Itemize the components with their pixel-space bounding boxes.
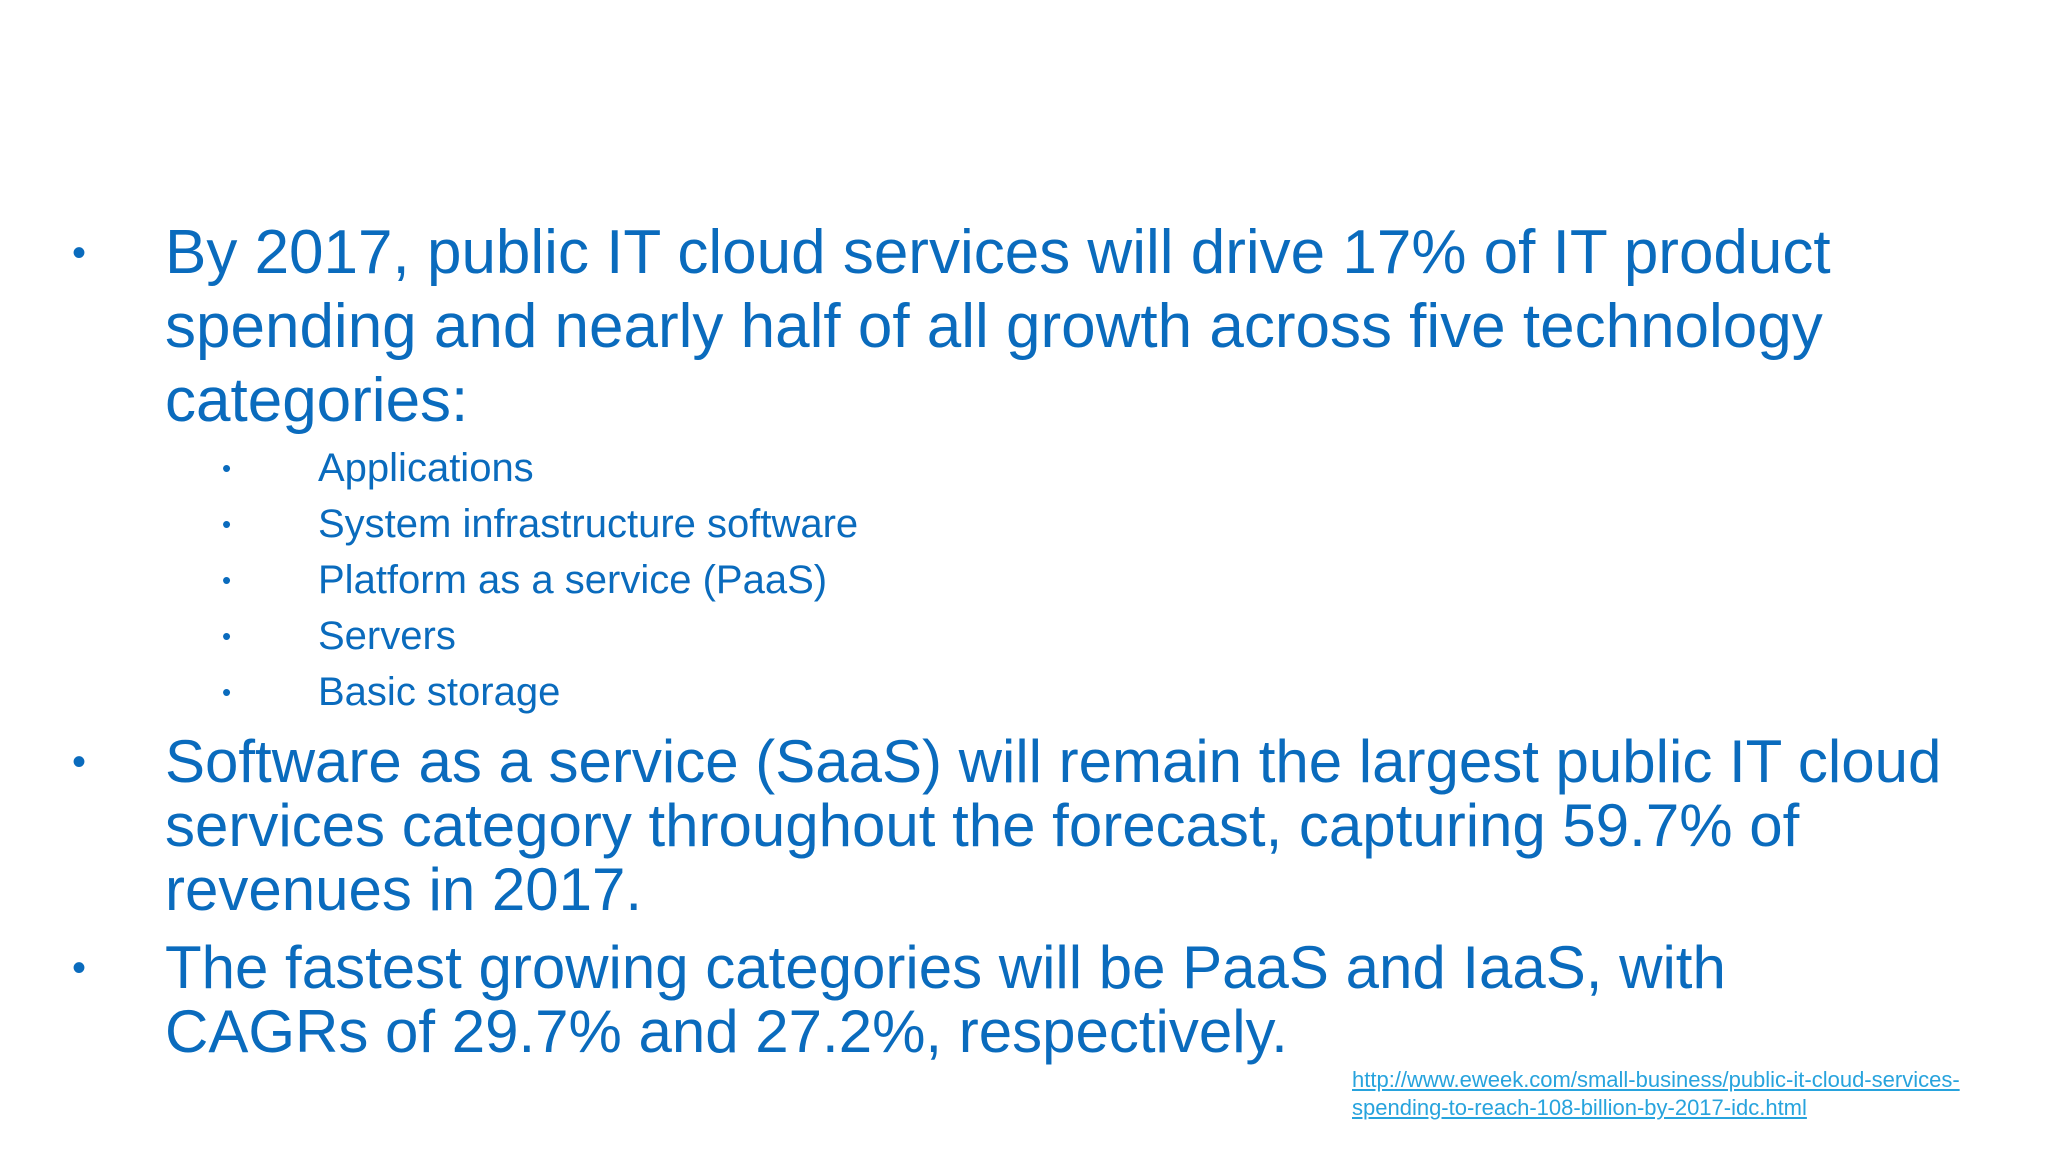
- sub-bullet-text: Servers: [318, 614, 456, 658]
- bullet-text: The fastest growing categories will be P…: [165, 934, 1726, 1065]
- source-link[interactable]: http://www.eweek.com/small-business/publ…: [1352, 1067, 1960, 1120]
- sub-bullet-text: System infrastructure software: [318, 502, 859, 546]
- sub-item-basic-storage: • Basic storage: [0, 664, 2048, 720]
- sub-item-system-infrastructure: • System infrastructure software: [0, 496, 2048, 552]
- sub-bullet-dot: •: [222, 677, 232, 707]
- bullet-text: Software as a service (SaaS) will remain…: [165, 728, 1942, 923]
- sub-item-applications: • Applications: [0, 440, 2048, 496]
- sub-bullet-dot: •: [222, 565, 232, 595]
- sub-item-servers: • Servers: [0, 608, 2048, 664]
- sub-item-paas: • Platform as a service (PaaS): [0, 552, 2048, 608]
- bullet-dot: •: [72, 231, 87, 275]
- sub-bullet-text: Basic storage: [318, 670, 561, 714]
- sub-bullet-text: Applications: [318, 446, 534, 490]
- bullet-text: By 2017, public IT cloud services will d…: [165, 218, 1831, 435]
- sub-bullet-dot: •: [222, 621, 232, 651]
- sub-bullet-text: Platform as a service (PaaS): [318, 558, 828, 602]
- bullet-dot: •: [72, 740, 87, 784]
- bullet-dot: •: [72, 946, 87, 990]
- sub-bullet-dot: •: [222, 453, 232, 483]
- sub-bullet-dot: •: [222, 509, 232, 539]
